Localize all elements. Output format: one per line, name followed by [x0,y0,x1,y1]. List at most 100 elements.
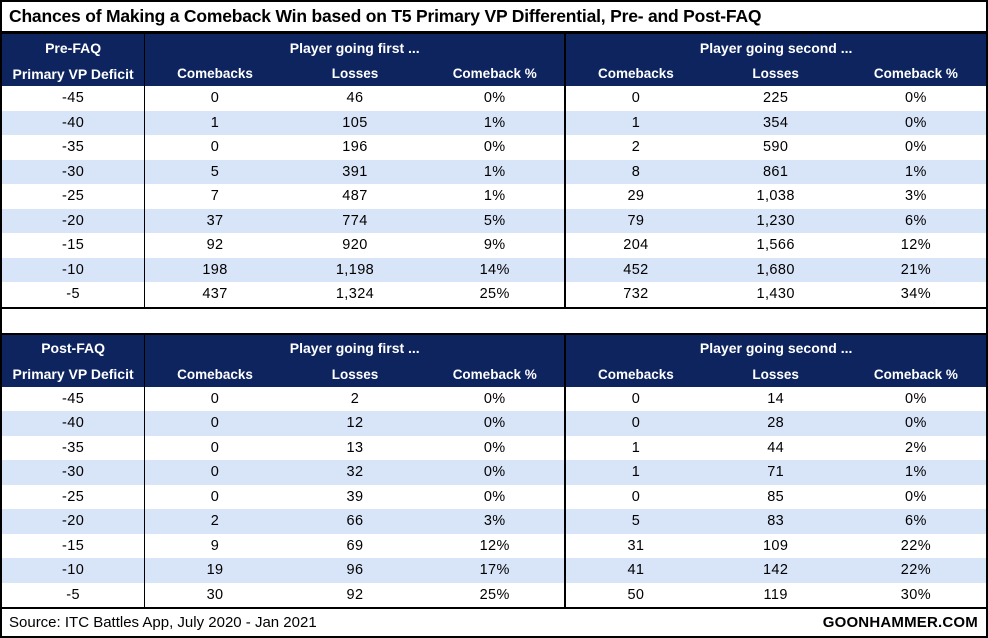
value-cell: 0 [144,460,285,485]
source-text: Source: ITC Battles App, July 2020 - Jan… [9,614,317,631]
value-cell: 30 [144,582,285,607]
value-cell: 0 [144,411,285,436]
value-cell: 0% [845,484,986,509]
value-cell: 0% [845,135,986,160]
deficit-cell: -20 [2,509,146,534]
value-cell: 92 [144,233,285,258]
pre-faq-table-body: -45 0 46 0% 0 225 0% -40 1 105 1% 1 354 0% -35 0 196 0% 2 5… [2,86,986,308]
value-cell: 96 [284,558,426,583]
deficit-cell: -5 [2,282,146,308]
value-cell: 32 [284,460,426,485]
table-row: -10 198 1,198 14% 452 1,680 21% [2,257,986,282]
table-row: -30 5 391 1% 8 861 1% [2,159,986,184]
primary-vp-deficit-label: Primary VP Deficit [12,65,134,82]
deficit-cell: -40 [2,110,146,135]
value-cell: 39 [284,484,426,509]
table-row: -45 0 46 0% 0 225 0% [2,86,986,111]
deficit-cell: -35 [2,135,146,160]
value-cell: 71 [705,460,846,485]
value-cell: 7 [144,184,285,209]
value-cell: 0 [565,484,706,509]
column-header-comebacks: Comebacks [144,61,285,86]
value-cell: 50 [565,582,706,607]
value-cell: 1,430 [705,282,846,308]
deficit-cell: -15 [2,233,146,258]
value-cell: 14 [705,386,846,411]
value-cell: 79 [565,208,706,233]
value-cell: 0% [425,411,567,436]
value-cell: 46 [284,86,426,111]
value-cell: 0% [425,460,567,485]
column-header-losses: Losses [284,61,426,86]
primary-vp-deficit-label: Primary VP Deficit [12,366,134,382]
table-row: -5 437 1,324 25% 732 1,430 34% [2,282,986,308]
value-cell: 452 [565,257,706,282]
group-header-going-first: Player going first ... [144,34,567,61]
value-cell: 1,038 [705,184,846,209]
deficit-cell: -35 [2,435,146,460]
value-cell: 9% [425,233,567,258]
value-cell: 0% [845,110,986,135]
value-cell: 3% [845,184,986,209]
value-cell: 0 [144,386,285,411]
value-cell: 5 [565,509,706,534]
value-cell: 920 [284,233,426,258]
table-row: -10 19 96 17% 41 142 22% [2,558,986,583]
value-cell: 8 [565,159,706,184]
value-cell: 1 [565,460,706,485]
column-header-comebacks: Comebacks [144,361,285,387]
value-cell: 12% [425,533,567,558]
table-row: -25 7 487 1% 29 1,038 3% [2,184,986,209]
value-cell: 861 [705,159,846,184]
post-faq-table: Post-FAQ Primary VP Deficit Player going… [2,332,986,607]
deficit-cell: -30 [2,460,146,485]
value-cell: 0% [425,484,567,509]
value-cell: 732 [565,282,706,308]
value-cell: 29 [565,184,706,209]
value-cell: 22% [845,558,986,583]
page-title-text: Chances of Making a Comeback Win based o… [9,6,762,26]
column-header-comebacks: Comebacks [565,361,706,387]
value-cell: 5% [425,208,567,233]
value-cell: 0 [144,135,285,160]
value-cell: 25% [425,582,567,607]
deficit-cell: -45 [2,86,146,111]
table-row: -20 37 774 5% 79 1,230 6% [2,208,986,233]
value-cell: 109 [705,533,846,558]
value-cell: 0 [144,86,285,111]
value-cell: 0% [425,386,567,411]
post-faq-table-header: Post-FAQ Primary VP Deficit Player going… [2,333,986,387]
value-cell: 1% [845,159,986,184]
value-cell: 17% [425,558,567,583]
value-cell: 28 [705,411,846,436]
table-row: -40 0 12 0% 0 28 0% [2,411,986,436]
footer: Source: ITC Battles App, July 2020 - Jan… [2,607,986,636]
value-cell: 0 [565,86,706,111]
value-cell: 105 [284,110,426,135]
value-cell: 196 [284,135,426,160]
value-cell: 437 [144,282,285,308]
value-cell: 590 [705,135,846,160]
value-cell: 225 [705,86,846,111]
column-header-losses: Losses [705,361,846,387]
post-faq-row-label-header: Post-FAQ Primary VP Deficit [2,333,146,387]
value-cell: 2 [565,135,706,160]
value-cell: 198 [144,257,285,282]
value-cell: 0 [144,484,285,509]
value-cell: 1,198 [284,257,426,282]
deficit-cell: -40 [2,411,146,436]
column-header-comeback-pct: Comeback % [845,361,986,387]
value-cell: 1,680 [705,257,846,282]
value-cell: 1 [565,110,706,135]
table-row: -30 0 32 0% 1 71 1% [2,460,986,485]
value-cell: 41 [565,558,706,583]
value-cell: 2 [284,386,426,411]
value-cell: 0% [845,86,986,111]
group-header-going-first: Player going first ... [144,333,567,362]
value-cell: 0% [845,411,986,436]
column-header-comebacks: Comebacks [565,61,706,86]
value-cell: 2 [144,509,285,534]
value-cell: 142 [705,558,846,583]
pre-faq-table: Pre-FAQ Primary VP Deficit Player going … [2,34,986,309]
value-cell: 12 [284,411,426,436]
